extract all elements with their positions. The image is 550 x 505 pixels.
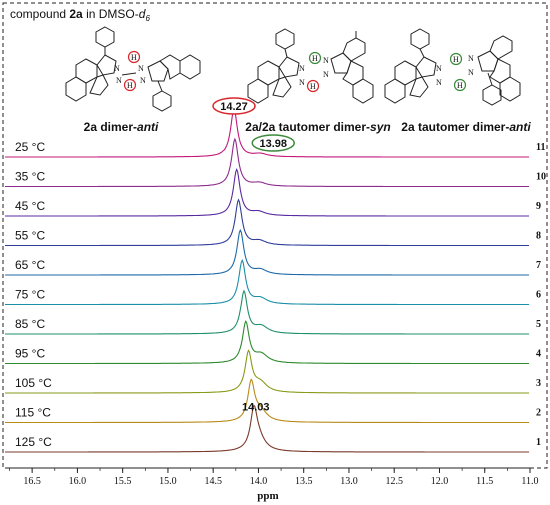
svg-text:N: N xyxy=(140,76,146,85)
svg-text:H: H xyxy=(131,53,137,62)
svg-text:N: N xyxy=(138,64,144,73)
spectrum-index-label: 4 xyxy=(536,349,541,360)
spectrum-trace xyxy=(5,167,530,217)
temperature-label: 55 °C xyxy=(15,229,45,243)
svg-text:N: N xyxy=(436,78,442,87)
spectrum-index-label: 7 xyxy=(536,260,541,271)
pyrazole-ring xyxy=(96,54,117,76)
x-tick-label: 16.0 xyxy=(69,476,87,487)
structure-tautomer-dimer-syn: N N H H N N xyxy=(247,28,374,104)
svg-text:H: H xyxy=(453,55,459,64)
spectrum-index-label: 11 xyxy=(536,142,545,153)
x-tick-label: 12.0 xyxy=(431,476,449,487)
spectrum-trace xyxy=(5,349,530,394)
spectrum-index-label: 2 xyxy=(536,408,541,419)
temperature-labels: 25 °C 35 °C 45 °C 55 °C 65 °C 75 °C 85 °C 95 °C… xyxy=(15,140,52,449)
temperature-label: 115 °C xyxy=(15,406,51,420)
peak-marker xyxy=(212,97,256,115)
temperature-label: 75 °C xyxy=(15,288,45,302)
x-tick-label: 15.5 xyxy=(114,476,132,487)
spectrum-index-label: 10 xyxy=(536,172,546,183)
spectra-traces xyxy=(5,107,530,453)
temperature-label: 45 °C xyxy=(15,199,45,213)
svg-text:H: H xyxy=(312,54,318,63)
x-tick-label: 11.0 xyxy=(521,476,538,487)
spectrum-index-label: 5 xyxy=(536,319,541,330)
x-tick-label: 13.5 xyxy=(295,476,313,487)
structure-tautomer-dimer-anti: N N H H N N xyxy=(384,28,521,106)
spectrum-trace xyxy=(5,378,530,424)
x-tick-label: 14.0 xyxy=(250,476,268,487)
temperature-label: 35 °C xyxy=(15,170,45,184)
peak-label: 14.27 xyxy=(220,101,248,113)
svg-text:N: N xyxy=(114,64,120,73)
spectrum-index-label: 8 xyxy=(536,231,541,242)
svg-text:N: N xyxy=(436,64,442,73)
structure-label-dimer-anti: 2a dimer-anti xyxy=(84,120,159,134)
svg-text:H: H xyxy=(457,81,463,90)
x-tick-label: 13.0 xyxy=(340,476,358,487)
spectrum-trace xyxy=(5,228,530,276)
spectrum-trace xyxy=(5,320,530,365)
temperature-label: 125 °C xyxy=(15,435,52,449)
phenyl-ring xyxy=(95,26,115,48)
caption-compound: 2a xyxy=(69,7,83,21)
x-axis: 16.5 16.0 15.5 15.0 14.5 14.0 13.5 13.0 12.5 12.0… xyxy=(5,467,539,487)
spectrum-index-label: 9 xyxy=(536,201,541,212)
temperature-label: 25 °C xyxy=(15,140,45,154)
spectrum-trace xyxy=(5,137,530,188)
spectrum-index-label: 3 xyxy=(536,378,541,389)
svg-text:N: N xyxy=(116,76,122,85)
svg-text:N: N xyxy=(468,54,474,63)
x-axis-label: ppm xyxy=(257,490,278,502)
x-tick-label: 15.0 xyxy=(159,476,177,487)
svg-text:N: N xyxy=(468,68,474,77)
temperature-label: 65 °C xyxy=(15,258,45,272)
spectrum-trace xyxy=(5,198,530,247)
spectrum-trace xyxy=(5,107,530,158)
svg-text:N: N xyxy=(299,64,305,73)
x-tick-label: 12.5 xyxy=(385,476,403,487)
peak-annotations: 14.27 13.98 14.03 xyxy=(212,97,296,414)
spectrum-index-labels: 11 10 9 8 7 6 5 4 3 2 1 xyxy=(536,142,546,448)
x-tick-label: 16.5 xyxy=(23,476,41,487)
svg-text:N: N xyxy=(323,70,329,79)
svg-text:N: N xyxy=(323,56,329,65)
temperature-label: 85 °C xyxy=(15,317,45,331)
svg-text:H: H xyxy=(127,81,133,90)
structure-label-tautomer-dimer-anti: 2a tautomer dimer-anti xyxy=(401,120,531,134)
structure-dimer-anti: N N H H N N xyxy=(65,26,201,112)
figure-frame xyxy=(2,2,548,469)
svg-text:H: H xyxy=(310,82,316,91)
spectrum-trace xyxy=(5,258,530,306)
svg-text:N: N xyxy=(299,78,305,87)
x-tick-label: 11.5 xyxy=(476,476,493,487)
peak-label: 14.03 xyxy=(242,402,270,414)
structure-label-tautomer-dimer-syn: 2a/2a tautomer dimer-syn xyxy=(245,120,390,134)
spectrum-trace xyxy=(5,289,530,335)
peak-marker xyxy=(251,134,296,152)
temperature-label: 95 °C xyxy=(15,347,45,361)
temperature-label: 105 °C xyxy=(15,376,52,390)
spectrum-trace xyxy=(5,404,530,453)
peak-label: 13.98 xyxy=(259,138,287,150)
spectrum-index-label: 1 xyxy=(536,437,541,448)
x-tick-label: 14.5 xyxy=(204,476,222,487)
spectrum-index-label: 6 xyxy=(536,290,541,301)
caption: compound 2a in DMSO-d6 xyxy=(10,7,150,23)
